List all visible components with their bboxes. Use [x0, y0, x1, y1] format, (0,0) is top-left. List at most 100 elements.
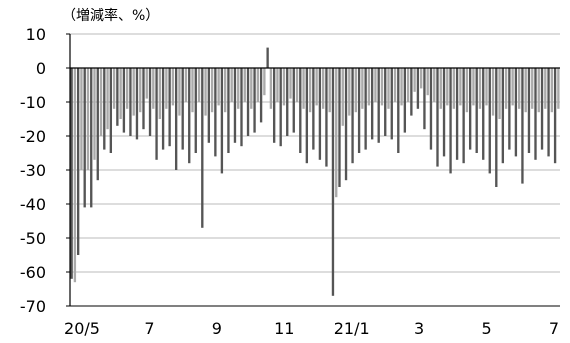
- bar: [246, 68, 250, 136]
- bar: [292, 68, 295, 133]
- bar: [508, 68, 511, 150]
- bar: [472, 68, 475, 106]
- bar: [357, 68, 361, 153]
- y-tick-label: 10: [26, 25, 46, 44]
- bar: [122, 68, 126, 133]
- bar: [148, 68, 152, 136]
- bar: [214, 68, 217, 157]
- gridlines: [70, 33, 560, 307]
- bar: [73, 68, 77, 283]
- bar: [544, 68, 547, 109]
- bar: [511, 68, 514, 106]
- bar: [184, 68, 188, 102]
- bar: [276, 68, 279, 102]
- bar: [240, 68, 243, 147]
- bar: [393, 68, 397, 102]
- bar: [348, 68, 351, 116]
- bar: [374, 68, 377, 102]
- bar: [540, 68, 544, 150]
- bar: [302, 68, 305, 109]
- bar: [429, 68, 433, 150]
- bar: [433, 68, 436, 102]
- bar: [308, 68, 312, 113]
- bar: [400, 68, 403, 106]
- bar: [550, 68, 554, 113]
- unit-label: （増減率、%）: [62, 7, 159, 24]
- bar: [125, 68, 129, 109]
- x-tick-label: 3: [414, 319, 424, 338]
- bar: [171, 68, 175, 106]
- bar: [106, 68, 109, 130]
- bar: [197, 68, 201, 102]
- bar: [168, 68, 171, 147]
- bar: [135, 68, 139, 140]
- bar: [96, 68, 99, 181]
- bar: [361, 68, 364, 109]
- y-tick-label: 0: [36, 59, 46, 78]
- bar: [119, 68, 122, 119]
- bar: [178, 68, 181, 116]
- bar: [194, 68, 197, 153]
- bar: [491, 68, 495, 116]
- bar: [351, 68, 354, 164]
- bar: [93, 68, 96, 160]
- bar: [158, 68, 162, 119]
- y-tick-labels: 10 0 -10 -20 -30 -40 -50 -60 -70: [20, 25, 46, 316]
- y-tick-label: -60: [20, 263, 46, 282]
- bar: [406, 68, 410, 102]
- bar: [90, 68, 93, 208]
- bar: [468, 68, 472, 150]
- bar: [217, 68, 220, 106]
- bar: [514, 68, 518, 157]
- bar: [524, 68, 527, 113]
- y-tick-label: -40: [20, 195, 46, 214]
- bar: [279, 68, 282, 147]
- bar: [76, 68, 80, 255]
- bar: [397, 68, 400, 153]
- bar: [259, 68, 263, 123]
- bar: [132, 68, 135, 116]
- bar: [155, 68, 158, 160]
- bar: [475, 68, 478, 153]
- y-tick-label: -70: [20, 297, 46, 316]
- bar: [237, 68, 240, 109]
- bar: [103, 68, 106, 150]
- bar: [227, 68, 230, 153]
- bar: [256, 68, 260, 102]
- bar: [413, 68, 416, 92]
- bar: [335, 68, 338, 198]
- bar: [295, 68, 299, 102]
- bar: [442, 68, 446, 157]
- bar: [80, 68, 83, 170]
- bar: [403, 68, 407, 133]
- bar: [220, 68, 224, 174]
- bar: [338, 68, 341, 187]
- bar: [282, 68, 286, 106]
- bar: [488, 68, 491, 174]
- bar: [436, 68, 439, 167]
- x-tick-labels: 20/5 7 9 11 21/1 3 5 7: [64, 319, 559, 338]
- bar: [534, 68, 537, 160]
- bar: [112, 68, 116, 109]
- bar: [517, 68, 521, 109]
- x-tick-label: 5: [481, 319, 491, 338]
- y-tick-label: -50: [20, 229, 46, 248]
- bar: [449, 68, 452, 174]
- bar: [250, 68, 253, 109]
- bar: [439, 68, 442, 109]
- bar: [201, 68, 204, 228]
- bar: [305, 68, 309, 164]
- y-tick-label: -10: [20, 93, 46, 112]
- bar: [181, 68, 184, 150]
- bar: [452, 68, 456, 109]
- bar: [321, 68, 325, 109]
- bar: [465, 68, 469, 113]
- bar: [478, 68, 482, 109]
- x-tick-label: 11: [274, 319, 294, 338]
- bar: [70, 68, 73, 279]
- y-tick-label: -20: [20, 127, 46, 146]
- bar: [191, 68, 194, 113]
- axes: [66, 33, 560, 307]
- bar: [109, 68, 113, 153]
- bar: [299, 68, 302, 153]
